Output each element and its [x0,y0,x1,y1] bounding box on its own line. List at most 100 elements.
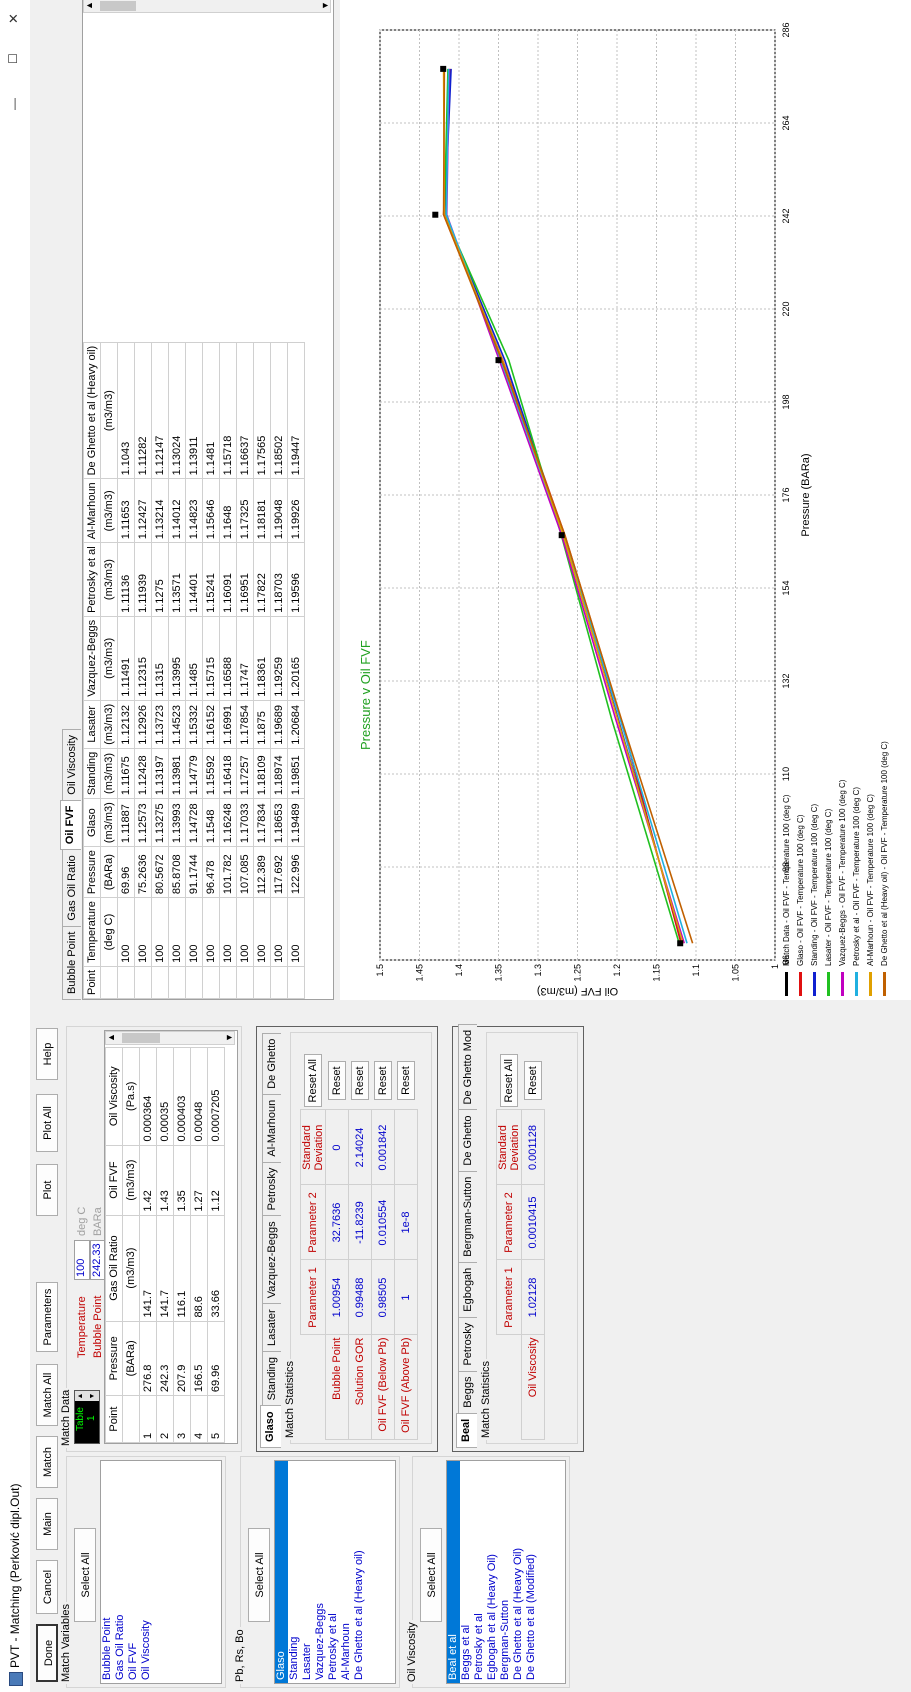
plot-all-button[interactable]: Plot All [36,1094,58,1152]
reset-button[interactable]: Reset [351,1061,369,1101]
table-cell[interactable]: 0.00035 [156,1047,174,1146]
results-cell[interactable]: 1.17565 [253,342,271,479]
results-cell[interactable]: 1.12926 [134,700,152,749]
results-cell[interactable]: 1.13275 [151,798,169,847]
results-cell[interactable]: 1.13911 [185,342,203,479]
match-variables-select-all-button[interactable]: Select All [74,1528,96,1622]
results-cell[interactable]: 1.14823 [185,478,203,543]
results-cell[interactable]: 1.1481 [202,342,220,479]
table-cell[interactable]: 1.12 [207,1145,225,1216]
stat-value[interactable]: 32.7636 [325,1185,349,1260]
list-item[interactable]: Glaso [275,1461,288,1683]
results-cell[interactable]: 1.20684 [287,700,305,749]
table-cell[interactable]: 141.7 [139,1215,157,1322]
results-cell[interactable]: 1.19851 [287,748,305,799]
results-cell[interactable]: 1.19596 [287,542,305,617]
spin-icon[interactable]: ▲ ▼ [75,1391,99,1401]
tab-bubble-point[interactable]: Bubble Point [62,925,81,1000]
results-cell[interactable]: 1.16152 [202,700,220,749]
results-cell[interactable]: 1.17822 [253,542,271,617]
results-cell[interactable]: 1.12428 [134,748,152,799]
main-button[interactable]: Main [36,1498,58,1550]
stat-value[interactable]: 0.99488 [348,1260,372,1335]
list-item[interactable]: Lasater [301,1643,313,1680]
results-cell[interactable]: 122.996 [287,846,305,898]
results-cell[interactable]: 1.16091 [219,542,237,617]
stat-value[interactable] [394,1110,418,1185]
reset-button[interactable]: Reset [397,1061,415,1100]
results-cell[interactable]: 1.13571 [168,542,186,617]
tab-oil-viscosity[interactable]: Oil Viscosity [62,728,81,801]
results-cell[interactable]: 100 [202,897,220,967]
table-cell[interactable]: 0.00048 [190,1047,208,1146]
match-button[interactable]: Match [36,1436,58,1488]
results-cell[interactable] [185,966,203,999]
table-cell[interactable]: 1 [139,1395,157,1443]
tab-petrosky[interactable]: Petrosky [458,1316,477,1372]
results-cell[interactable]: 1.1315 [151,616,169,701]
results-cell[interactable]: 1.17033 [236,798,254,847]
table-cell[interactable]: 0.0007205 [207,1047,225,1146]
list-item[interactable]: De Ghetto et al (Heavy Oil) [512,1547,524,1680]
results-cell[interactable]: 1.19447 [287,342,305,479]
table-cell[interactable]: 2 [156,1395,174,1443]
results-cell[interactable] [117,966,135,999]
results-cell[interactable]: 1.17854 [236,700,254,749]
table-cell[interactable]: 116.1 [173,1215,191,1322]
scroll-thumb[interactable] [100,1,136,11]
stat-value[interactable]: 0.001842 [371,1110,395,1185]
results-cell[interactable]: 1.13723 [151,700,169,749]
results-cell[interactable]: 69.96 [117,846,135,898]
table-cell[interactable]: 4 [190,1395,208,1443]
results-cell[interactable]: 1.16248 [219,798,237,847]
results-cell[interactable]: 1.18974 [270,748,288,799]
match-variables-list[interactable]: Bubble Point Gas Oil Ratio Oil FVF Oil Visc… [100,1460,222,1684]
results-cell[interactable]: 1.14728 [185,798,203,847]
results-cell[interactable] [253,966,271,999]
table-cell[interactable]: 276.8 [139,1321,157,1396]
results-cell[interactable]: 1.15241 [202,542,220,617]
cancel-button[interactable]: Cancel [36,1560,58,1614]
results-cell[interactable]: 1.1648 [219,478,237,543]
results-cell[interactable]: 1.13197 [151,748,169,799]
scroll-down-icon[interactable]: ▼ [224,1033,234,1042]
results-cell[interactable]: 100 [185,897,203,967]
results-cell[interactable]: 1.15718 [219,342,237,479]
table-cell[interactable]: 5 [207,1395,225,1443]
list-item[interactable]: Vazquez-Beggs [314,1603,326,1680]
results-cell[interactable]: 1.13981 [168,748,186,799]
pb-rs-bo-select-all-button[interactable]: Select All [248,1528,270,1622]
results-cell[interactable]: 1.19689 [270,700,288,749]
table-cell[interactable]: 69.96 [207,1321,225,1396]
results-cell[interactable]: 1.11282 [134,342,152,479]
results-cell[interactable]: 1.1485 [185,616,203,701]
results-cell[interactable]: 112.389 [253,846,271,898]
results-cell[interactable]: 1.16991 [219,700,237,749]
list-item[interactable]: Egbogah et al (Heavy Oil) [486,1554,498,1680]
results-cell[interactable]: 100 [151,897,169,967]
tab-gas-oil-ratio[interactable]: Gas Oil Ratio [62,849,81,927]
results-cell[interactable]: 1.18109 [253,748,271,799]
list-item[interactable]: Bergman-Sutton [499,1599,511,1680]
oil-viscosity-list[interactable]: Beal et al Beggs et al Petrosky et al Egbog… [446,1460,566,1684]
stat-value[interactable]: 0.010554 [371,1185,395,1260]
match-all-button[interactable]: Match All [36,1364,58,1426]
match-data-vscrollbar[interactable]: ▲ ▼ [105,1031,235,1045]
tab-de-ghetto[interactable]: De Ghetto [458,1109,477,1172]
results-cell[interactable] [168,966,186,999]
results-cell[interactable]: 1.17325 [236,478,254,543]
tab-oil-fvf[interactable]: Oil FVF [60,799,81,851]
list-item[interactable]: Beal et al [447,1461,460,1683]
stat-value[interactable]: 0 [325,1110,349,1185]
results-cell[interactable]: 1.18502 [270,342,288,479]
results-cell[interactable]: 1.1548 [202,798,220,847]
tab-standing[interactable]: Standing [262,1350,281,1407]
table-cell[interactable]: 1.27 [190,1145,208,1216]
results-cell[interactable]: 1.17257 [236,748,254,799]
tab-petrosky[interactable]: Petrosky [262,1161,281,1217]
results-cell[interactable]: 1.15715 [202,616,220,701]
table-cell[interactable]: 88.6 [190,1215,208,1322]
results-cell[interactable] [134,966,152,999]
results-cell[interactable]: 1.1275 [151,542,169,617]
stat-value[interactable]: -11.8239 [348,1185,372,1260]
